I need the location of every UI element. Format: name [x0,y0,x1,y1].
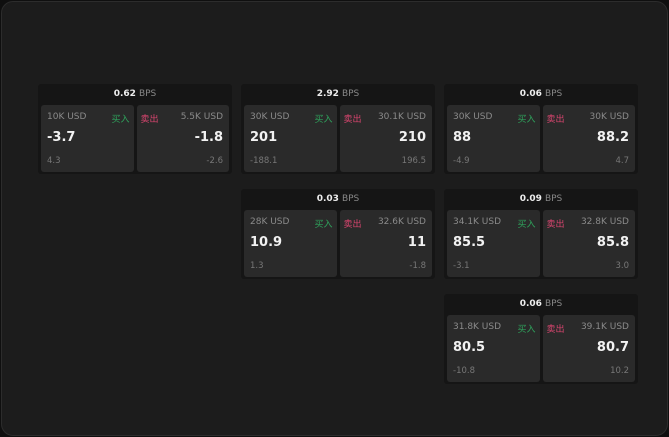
buy-price: 201 [250,130,278,145]
sell-label: 卖出 [546,115,565,125]
sell-label: 卖出 [343,220,362,230]
spread-header: 0.06 BPS [444,294,638,315]
sell-price: 11 [407,235,426,250]
sell-size: 30K USD [589,112,629,122]
spread-header: 0.03 BPS [241,189,435,210]
buy-quote-button[interactable]: 30K USD 买入 88 -4.9 [447,105,540,172]
buy-change: -188.1 [250,156,278,166]
sell-change: -2.6 [206,156,223,166]
spread-unit: BPS [341,194,360,204]
sell-size: 32.8K USD [580,217,629,227]
buy-label: 买入 [517,325,536,335]
buy-change: 4.3 [47,156,61,166]
sell-change: 4.7 [615,156,629,166]
spread-unit: BPS [544,299,563,309]
buy-price: 10.9 [250,235,283,250]
sell-size: 39.1K USD [580,322,629,332]
spread-value: 0.06 [519,89,542,99]
sell-price: 88.2 [596,130,629,145]
spread-value: 2.92 [316,89,339,99]
sell-price: 210 [398,130,426,145]
quote-card: 0.06 BPS 30K USD 买入 88 -4.9 卖出 30K USD 88… [444,84,638,174]
sell-change: 196.5 [401,156,426,166]
sell-quote-button[interactable]: 卖出 30K USD 88.2 4.7 [542,105,635,172]
spread-header: 0.09 BPS [444,189,638,210]
sell-change: -1.8 [409,261,426,271]
spread-value: 0.62 [113,89,136,99]
buy-price: 85.5 [453,235,486,250]
buy-quote-button[interactable]: 28K USD 买入 10.9 1.3 [244,210,337,277]
sell-quote-button[interactable]: 卖出 30.1K USD 210 196.5 [339,105,432,172]
sell-label: 卖出 [343,115,362,125]
buy-label: 买入 [517,220,536,230]
sell-price: -1.8 [194,130,223,145]
spread-header: 0.06 BPS [444,84,638,105]
sell-price: 80.7 [596,340,629,355]
quote-card: 0.06 BPS 31.8K USD 买入 80.5 -10.8 卖出 39.1K… [444,294,638,384]
quote-card: 0.62 BPS 10K USD 买入 -3.7 4.3 卖出 5.5K USD … [38,84,232,174]
buy-quote-button[interactable]: 31.8K USD 买入 80.5 -10.8 [447,315,540,382]
spread-unit: BPS [544,89,563,99]
spread-header: 2.92 BPS [241,84,435,105]
sell-size: 5.5K USD [180,112,223,122]
buy-label: 买入 [111,115,130,125]
sell-price: 85.8 [596,235,629,250]
sell-quote-button[interactable]: 卖出 5.5K USD -1.8 -2.6 [136,105,229,172]
buy-price: 80.5 [453,340,486,355]
spread-unit: BPS [138,89,157,99]
buy-price: -3.7 [47,130,76,145]
quote-card: 2.92 BPS 30K USD 买入 201 -188.1 卖出 30.1K U… [241,84,435,174]
buy-size: 31.8K USD [453,322,502,332]
sell-label: 卖出 [140,115,159,125]
buy-quote-button[interactable]: 30K USD 买入 201 -188.1 [244,105,337,172]
spread-value: 0.03 [316,194,339,204]
buy-price: 88 [453,130,472,145]
buy-label: 买入 [314,220,333,230]
buy-quote-button[interactable]: 10K USD 买入 -3.7 4.3 [41,105,134,172]
buy-change: 1.3 [250,261,264,271]
sell-quote-button[interactable]: 卖出 32.8K USD 85.8 3.0 [542,210,635,277]
sell-size: 30.1K USD [377,112,426,122]
sell-label: 卖出 [546,220,565,230]
sell-size: 32.6K USD [377,217,426,227]
spread-value: 0.09 [519,194,542,204]
sell-label: 卖出 [546,325,565,335]
buy-size: 28K USD [250,217,290,227]
sell-quote-button[interactable]: 卖出 39.1K USD 80.7 10.2 [542,315,635,382]
buy-label: 买入 [517,115,536,125]
buy-change: -3.1 [453,261,470,271]
buy-label: 买入 [314,115,333,125]
buy-size: 10K USD [47,112,87,122]
buy-size: 30K USD [453,112,493,122]
spread-header: 0.62 BPS [38,84,232,105]
quote-card: 0.03 BPS 28K USD 买入 10.9 1.3 卖出 32.6K USD… [241,189,435,279]
sell-change: 3.0 [615,261,629,271]
buy-size: 34.1K USD [453,217,502,227]
buy-quote-button[interactable]: 34.1K USD 买入 85.5 -3.1 [447,210,540,277]
spread-unit: BPS [544,194,563,204]
spread-unit: BPS [341,89,360,99]
sell-quote-button[interactable]: 卖出 32.6K USD 11 -1.8 [339,210,432,277]
sell-change: 10.2 [610,366,629,376]
quote-card: 0.09 BPS 34.1K USD 买入 85.5 -3.1 卖出 32.8K … [444,189,638,279]
buy-change: -4.9 [453,156,470,166]
spread-value: 0.06 [519,299,542,309]
buy-size: 30K USD [250,112,290,122]
buy-change: -10.8 [453,366,475,376]
